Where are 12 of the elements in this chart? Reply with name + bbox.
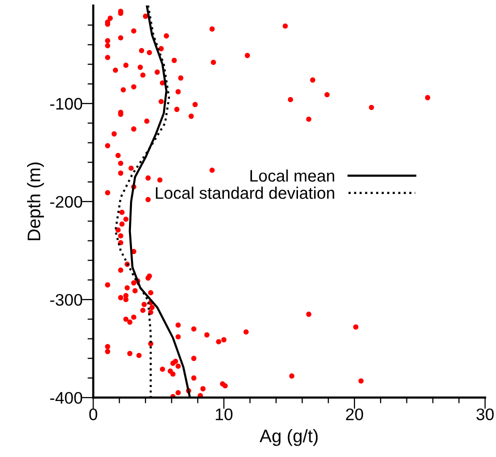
y-tick-label: -200 — [50, 196, 82, 208]
x-tick-label: 20 — [346, 408, 364, 420]
y-tick-label: -400 — [50, 392, 82, 404]
y-tick-label: -300 — [50, 294, 82, 306]
x-tick-label: 0 — [89, 408, 98, 420]
legend-label: Local mean — [250, 169, 334, 182]
y-tick-label: -100 — [50, 98, 82, 110]
x-tick-label: 30 — [476, 408, 494, 420]
x-tick-label: 10 — [216, 408, 232, 420]
x-axis-title: Ag (g/t) — [260, 429, 318, 446]
y-axis-title: Depth (m) — [27, 162, 44, 240]
legend-label: Local standard deviation — [156, 186, 334, 199]
